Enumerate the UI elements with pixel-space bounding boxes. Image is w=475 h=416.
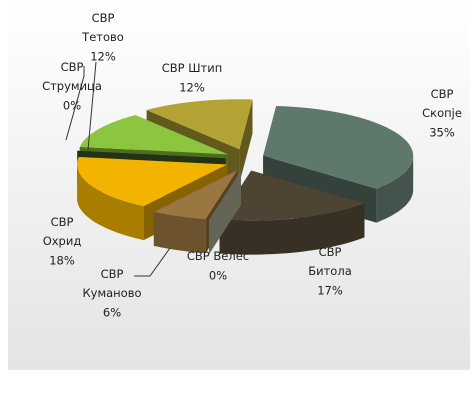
slice-value-label: 12% [90,50,116,64]
labels: СВР Скопје 35% СВР Битола 17% СВР Велес 0% СВР Ку… [42,11,462,320]
slice-top [209,170,241,220]
leader-line [87,61,97,151]
slice-value-label: 17% [317,284,343,298]
slice-value-label: 6% [103,306,121,320]
slice-value-label: 12% [179,81,205,95]
slice-label: СВР Битола [308,245,352,278]
slice-label: СВР Охрид [43,215,82,248]
slice-top [77,150,226,159]
slice-side [239,99,253,184]
slice-label: СВР Велес [187,249,249,263]
slice-top [219,170,365,221]
slice-label: СВР Скопје [422,87,462,120]
slice-wall [153,211,206,254]
slice-top [77,157,228,207]
slice-value-label: 0% [63,99,81,113]
slice-wall [376,155,414,223]
slice-value-label: 35% [429,126,455,140]
slice-top [263,106,414,189]
leader-line [65,66,85,141]
slice-wall [219,203,365,255]
slice-label: СВР Куманово [82,267,141,300]
slice-top [146,99,253,150]
slice-value-label: 0% [209,269,227,283]
slice-top [79,115,229,155]
slice [209,170,241,254]
leader-line [134,247,171,277]
slice-wall [77,164,144,241]
slice-label: СВР Тетово [81,11,124,44]
slice-top [153,170,238,220]
pie [77,99,414,255]
slice-side [209,170,241,254]
slice-label: СВР Струмица [42,60,102,93]
slice-label: СВР Штип [162,61,223,75]
slice-value-label: 18% [49,254,75,268]
